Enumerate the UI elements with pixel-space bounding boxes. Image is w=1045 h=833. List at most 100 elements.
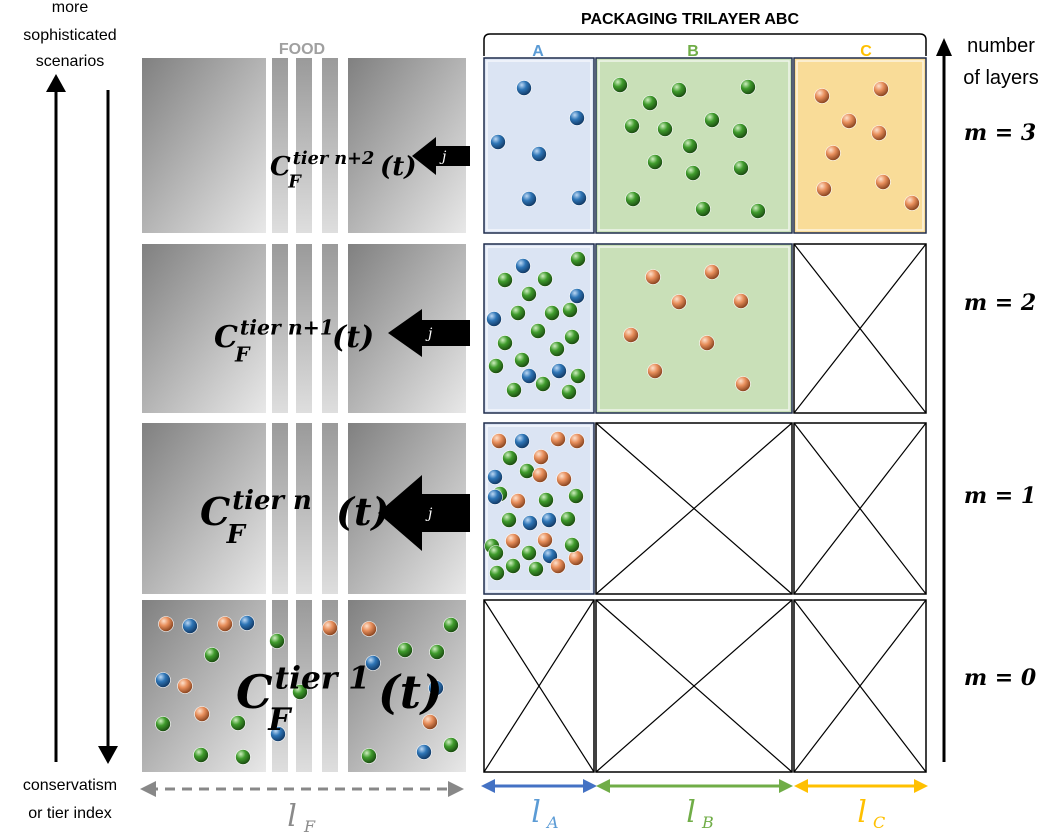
- particle: [671, 294, 687, 310]
- svg-text:l: l: [531, 795, 541, 830]
- particle: [490, 134, 506, 150]
- svg-text:C: C: [873, 813, 885, 832]
- layer-c-row-0-inner: [796, 60, 924, 231]
- particle: [571, 190, 587, 206]
- particle: [531, 146, 547, 162]
- particle: [562, 302, 578, 318]
- particle: [488, 358, 504, 374]
- particle: [685, 165, 701, 181]
- layer-a-row-3-cross: [483, 599, 595, 773]
- particle: [671, 82, 687, 98]
- packaging-title: PACKAGING TRILAYER ABC: [581, 11, 800, 28]
- left-axis-top-label: more sophisticated scenarios: [23, 0, 116, 70]
- particle: [514, 433, 530, 449]
- particle: [502, 450, 518, 466]
- flux-arrow: [412, 137, 470, 175]
- particle: [489, 565, 505, 581]
- food-particle: [422, 714, 438, 730]
- food-particle: [155, 672, 171, 688]
- flux-label: j: [439, 149, 447, 165]
- particle: [704, 112, 720, 128]
- particle: [514, 352, 530, 368]
- particle: [564, 329, 580, 345]
- particle: [699, 335, 715, 351]
- food-strip: [296, 244, 312, 413]
- food-particle: [361, 621, 377, 637]
- layer-c-row-1-cross: [793, 243, 927, 414]
- layers-up-arrowhead: [936, 38, 952, 56]
- particle: [521, 368, 537, 384]
- particle: [556, 471, 572, 487]
- particle: [735, 376, 751, 392]
- particle: [625, 191, 641, 207]
- food-particle: [365, 655, 381, 671]
- particle: [532, 467, 548, 483]
- food-particle: [443, 737, 459, 753]
- particle: [657, 121, 673, 137]
- particle: [695, 201, 711, 217]
- food-particle: [361, 748, 377, 764]
- svg-text:number: number: [967, 35, 1035, 57]
- particle: [487, 469, 503, 485]
- svg-text:sophisticated: sophisticated: [23, 27, 116, 44]
- food-particle: [155, 716, 171, 732]
- particle: [488, 545, 504, 561]
- packaging-bracket: [483, 33, 927, 56]
- food-strip: [322, 423, 338, 594]
- particle: [561, 384, 577, 400]
- food-particle: [428, 680, 444, 696]
- layer-a-row-1-inner: [486, 246, 592, 411]
- particle: [560, 511, 576, 527]
- length-c-dimension: l C: [794, 779, 928, 832]
- concentration-argument: (t): [332, 320, 374, 355]
- particle: [569, 288, 585, 304]
- food-particle: [230, 715, 246, 731]
- particle: [645, 269, 661, 285]
- food-particle: [416, 744, 432, 760]
- svg-text:A: A: [545, 813, 559, 832]
- svg-text:more: more: [52, 0, 89, 16]
- length-food-dimension: l F: [140, 781, 464, 833]
- food-particle: [182, 618, 198, 634]
- particle: [506, 382, 522, 398]
- layer-b-row-1-inner: [598, 246, 790, 411]
- particle: [510, 493, 526, 509]
- particle: [533, 449, 549, 465]
- particle: [825, 145, 841, 161]
- particle: [486, 311, 502, 327]
- food-particle: [269, 633, 285, 649]
- layer-a-label: A: [532, 43, 544, 60]
- food-strip: [322, 600, 338, 772]
- particle: [570, 368, 586, 384]
- conservatism-down-arrowhead: [98, 746, 118, 764]
- particle: [624, 118, 640, 134]
- particle: [569, 110, 585, 126]
- particle: [871, 125, 887, 141]
- particle: [521, 286, 537, 302]
- particle: [501, 512, 517, 528]
- particle: [491, 433, 507, 449]
- food-particle: [239, 615, 255, 631]
- food-particle: [397, 642, 413, 658]
- particle: [904, 195, 920, 211]
- svg-text:of layers: of layers: [963, 67, 1039, 89]
- svg-text:or tier index: or tier index: [28, 805, 112, 822]
- particle: [704, 264, 720, 280]
- layer-c-label: C: [860, 43, 872, 60]
- particle: [528, 561, 544, 577]
- layer-b-row-1: [595, 243, 793, 414]
- particle: [564, 537, 580, 553]
- food-strip: [272, 423, 288, 594]
- particle: [549, 341, 565, 357]
- particle: [505, 533, 521, 549]
- particle: [538, 492, 554, 508]
- particle: [497, 335, 513, 351]
- particle: [647, 363, 663, 379]
- svg-text:conservatism: conservatism: [23, 777, 117, 794]
- particle: [569, 433, 585, 449]
- svg-text:scenarios: scenarios: [36, 53, 104, 70]
- food-particle: [193, 747, 209, 763]
